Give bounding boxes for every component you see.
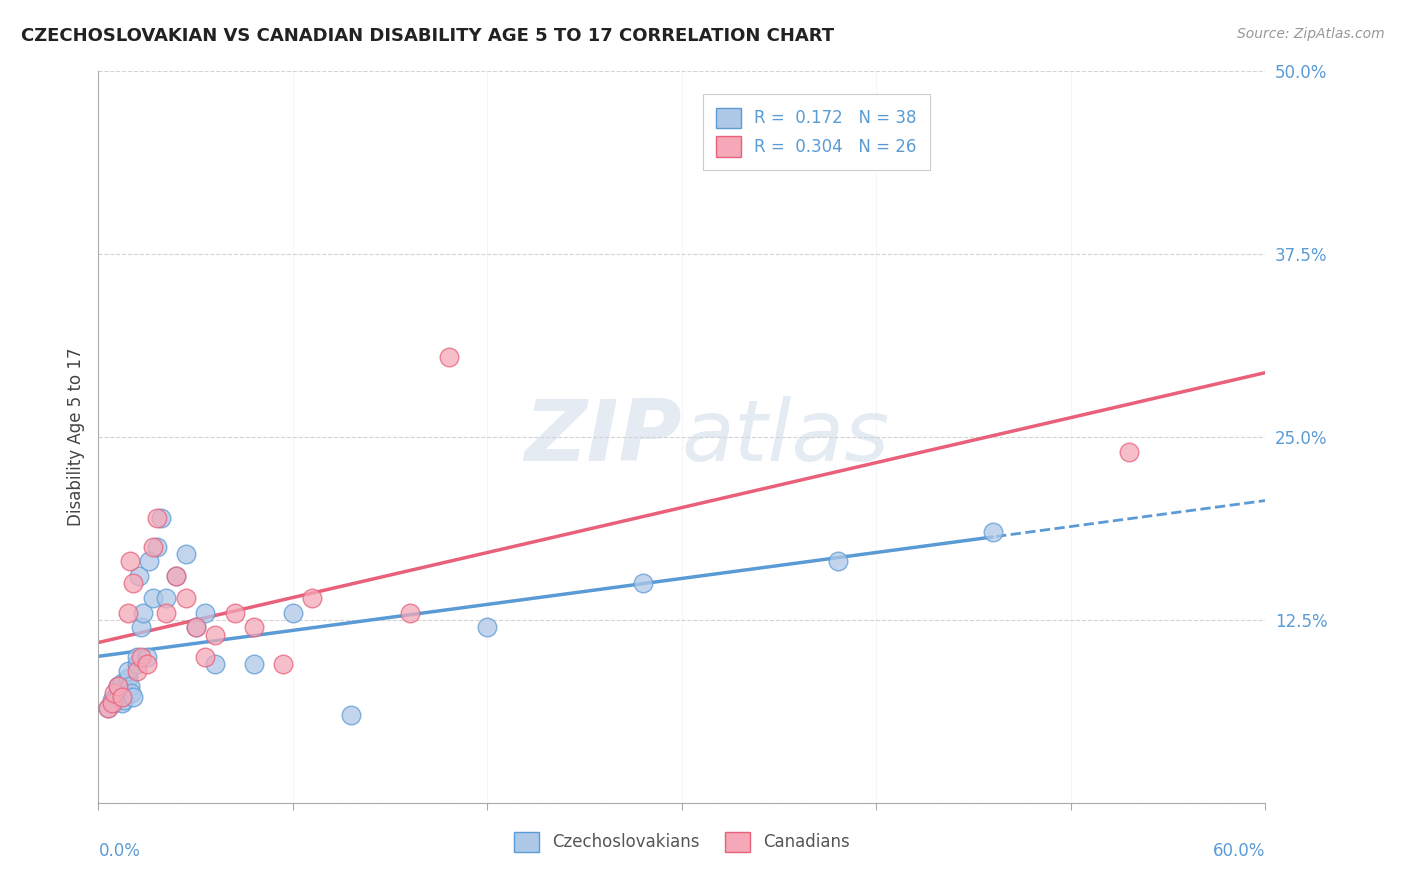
Point xyxy=(111,690,134,705)
Point xyxy=(1118,444,1140,458)
Point xyxy=(146,510,169,524)
Legend: Czechoslovakians, Canadians: Czechoslovakians, Canadians xyxy=(506,823,858,860)
Point xyxy=(97,700,120,714)
Point xyxy=(184,620,207,634)
Text: CZECHOSLOVAKIAN VS CANADIAN DISABILITY AGE 5 TO 17 CORRELATION CHART: CZECHOSLOVAKIAN VS CANADIAN DISABILITY A… xyxy=(21,27,834,45)
Point xyxy=(104,690,127,705)
Point xyxy=(121,686,143,700)
Point xyxy=(118,679,141,693)
Point xyxy=(149,510,172,524)
Point xyxy=(204,657,226,671)
Point xyxy=(112,693,135,707)
Point xyxy=(827,554,849,568)
Text: 0.0%: 0.0% xyxy=(98,842,141,860)
Point xyxy=(281,606,304,620)
Point xyxy=(107,679,129,693)
Point xyxy=(138,554,160,568)
Point xyxy=(129,620,152,634)
Point xyxy=(122,576,145,591)
Point xyxy=(194,649,217,664)
Point xyxy=(122,690,145,705)
Point xyxy=(437,350,460,364)
Point xyxy=(477,620,499,634)
Point xyxy=(165,569,187,583)
Point xyxy=(129,649,152,664)
Point xyxy=(136,657,159,671)
Point xyxy=(981,525,1004,540)
Point xyxy=(101,696,124,710)
Point xyxy=(142,591,165,605)
Point xyxy=(243,657,266,671)
Point xyxy=(127,664,149,678)
Point xyxy=(224,606,246,620)
Point xyxy=(117,606,139,620)
Point xyxy=(103,686,125,700)
Point xyxy=(155,606,177,620)
Point xyxy=(142,540,165,554)
Point xyxy=(101,693,124,707)
Point xyxy=(111,676,134,690)
Point xyxy=(97,700,120,714)
Point xyxy=(107,686,129,700)
Text: atlas: atlas xyxy=(682,395,890,479)
Point xyxy=(174,591,197,605)
Point xyxy=(165,569,187,583)
Point xyxy=(194,606,217,620)
Point xyxy=(204,627,226,641)
Point xyxy=(271,657,294,671)
Point xyxy=(117,664,139,678)
Point xyxy=(107,681,129,696)
Text: 60.0%: 60.0% xyxy=(1213,842,1265,860)
Point xyxy=(243,620,266,634)
Point xyxy=(136,649,159,664)
Point xyxy=(107,679,129,693)
Text: Source: ZipAtlas.com: Source: ZipAtlas.com xyxy=(1237,27,1385,41)
Point xyxy=(146,540,169,554)
Point xyxy=(117,672,139,686)
Point xyxy=(398,606,420,620)
Point xyxy=(128,569,150,583)
Point xyxy=(127,657,149,671)
Point xyxy=(118,554,141,568)
Point xyxy=(111,696,134,710)
Point xyxy=(132,606,155,620)
Point xyxy=(103,696,125,710)
Point xyxy=(631,576,654,591)
Y-axis label: Disability Age 5 to 17: Disability Age 5 to 17 xyxy=(66,348,84,526)
Point xyxy=(301,591,323,605)
Point xyxy=(174,547,197,561)
Point xyxy=(340,708,363,723)
Point xyxy=(127,649,149,664)
Point xyxy=(155,591,177,605)
Text: ZIP: ZIP xyxy=(524,395,682,479)
Point xyxy=(184,620,207,634)
